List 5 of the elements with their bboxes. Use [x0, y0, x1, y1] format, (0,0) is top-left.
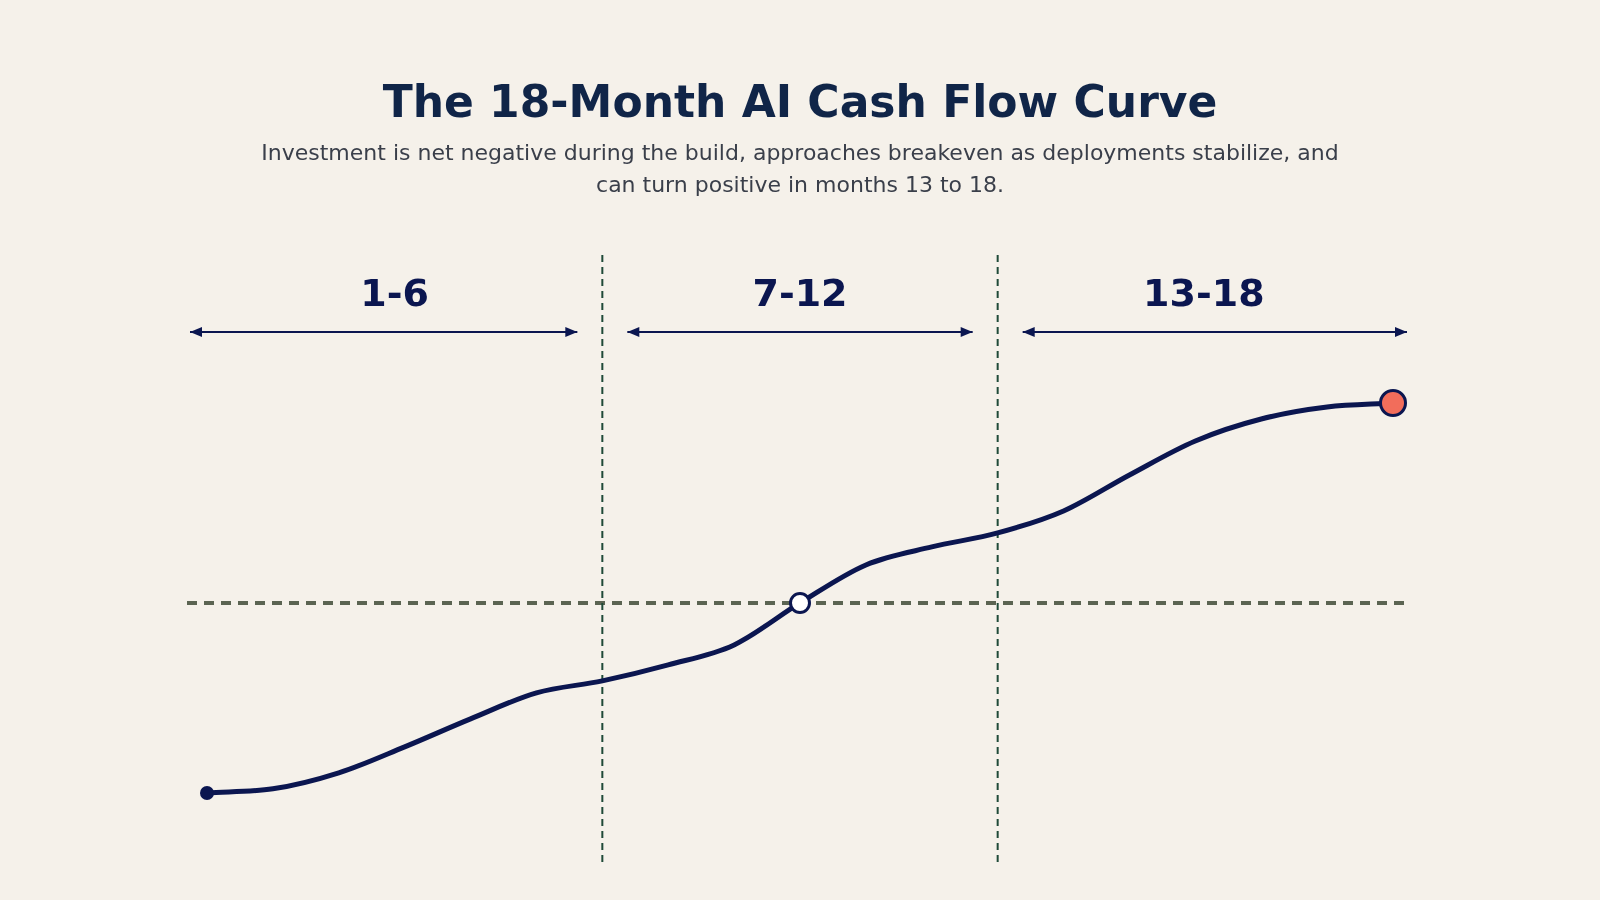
- text: 7-12: [752, 270, 848, 315]
- text: 1-6: [360, 270, 429, 315]
- chart-subtitle: Investment is net negative during the build, approaches breakeven as deployments stabilize, and can turn positive in months 13 to 18.: [260, 139, 1340, 199]
- chart-title: The 18-Month AI Cash Flow Curve: [381, 76, 1219, 127]
- text: 13-18: [1143, 270, 1265, 315]
